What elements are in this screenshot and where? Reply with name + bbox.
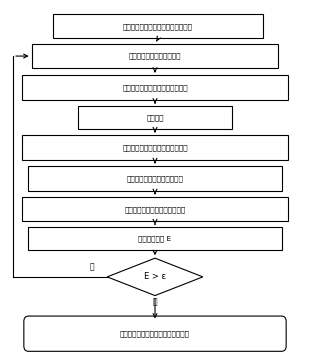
FancyBboxPatch shape	[24, 316, 286, 351]
Bar	[22, 197, 288, 222]
Text: 对轴向、径向诱导因子赋値: 对轴向、径向诱导因子赋値	[129, 53, 181, 59]
Text: 结束迭代，当前计算的即为迭代结果: 结束迭代，当前计算的即为迭代结果	[120, 330, 190, 337]
Bar	[29, 227, 281, 249]
Text: 计算迭代误差 E: 计算迭代误差 E	[139, 235, 171, 242]
Polygon shape	[107, 258, 203, 296]
Text: 计算攻角: 计算攻角	[146, 114, 164, 121]
Text: 计算合成风速与激动器平面的夹角: 计算合成风速与激动器平面的夹角	[122, 84, 188, 91]
Text: E > ε: E > ε	[144, 273, 166, 281]
Bar	[78, 106, 232, 129]
Bar	[22, 75, 288, 100]
Text: 否: 否	[153, 297, 157, 306]
Bar	[32, 44, 278, 68]
Bar	[22, 135, 288, 160]
Text: 计算法向力系数和切向力系数: 计算法向力系数和切向力系数	[126, 175, 184, 182]
Text: 计算轴向、径向诱导因子迭代値: 计算轴向、径向诱导因子迭代値	[124, 206, 186, 213]
Bar	[53, 14, 263, 39]
Text: 在表求升力、阻力、附着力矩系数: 在表求升力、阻力、附着力矩系数	[122, 144, 188, 151]
Bar	[29, 166, 281, 191]
Text: 对轴向、径向诱导因子赋迭代初始値: 对轴向、径向诱导因子赋迭代初始値	[123, 23, 193, 30]
Text: 是: 是	[89, 262, 94, 271]
